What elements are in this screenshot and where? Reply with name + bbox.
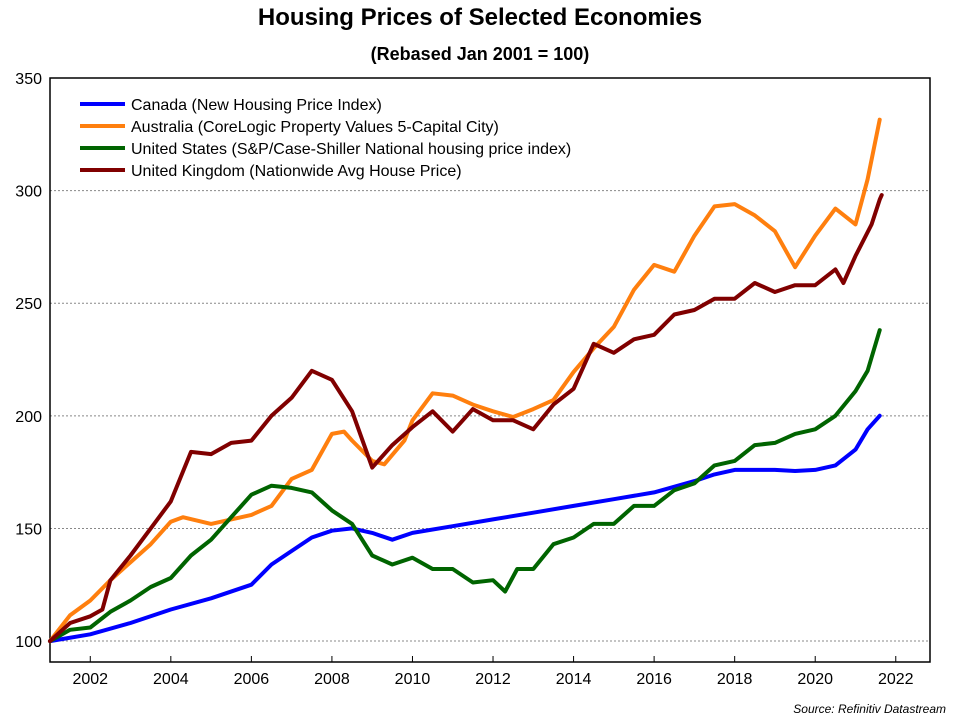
x-tick-label: 2018 [717, 671, 753, 688]
x-tick-label: 2012 [475, 671, 511, 688]
legend-label: United Kingdom (Nationwide Avg House Pri… [131, 163, 462, 180]
y-tick-label: 200 [15, 409, 42, 426]
x-tick-label: 2006 [234, 671, 270, 688]
legend-label: Australia (CoreLogic Property Values 5-C… [131, 119, 499, 136]
x-tick-label: 2014 [556, 671, 592, 688]
x-tick-label: 2008 [314, 671, 350, 688]
series-line-4 [48, 193, 884, 644]
series-line-2 [48, 117, 882, 644]
x-tick-label: 2002 [72, 671, 108, 688]
y-tick-label: 250 [15, 296, 42, 313]
x-tick-label: 2004 [153, 671, 189, 688]
chart-subtitle: (Rebased Jan 2001 = 100) [370, 44, 590, 64]
y-tick-label: 350 [15, 71, 42, 88]
y-tick-label: 100 [15, 634, 42, 651]
x-tick-label: 2022 [878, 671, 914, 688]
series-line-3 [48, 328, 882, 644]
legend-label: United States (S&P/Case-Shiller National… [131, 141, 571, 158]
legend-label: Canada (New Housing Price Index) [131, 97, 382, 114]
source-note: Source: Refinitiv Datastream [793, 702, 946, 716]
plot-frame [49, 77, 931, 663]
y-tick-label: 150 [15, 521, 42, 538]
x-tick-label: 2010 [395, 671, 431, 688]
series-line-1 [48, 413, 882, 644]
y-tick-label: 300 [15, 184, 42, 201]
x-tick-label: 2016 [636, 671, 672, 688]
chart-title: Housing Prices of Selected Economies [257, 4, 703, 31]
x-tick-label: 2020 [797, 671, 833, 688]
